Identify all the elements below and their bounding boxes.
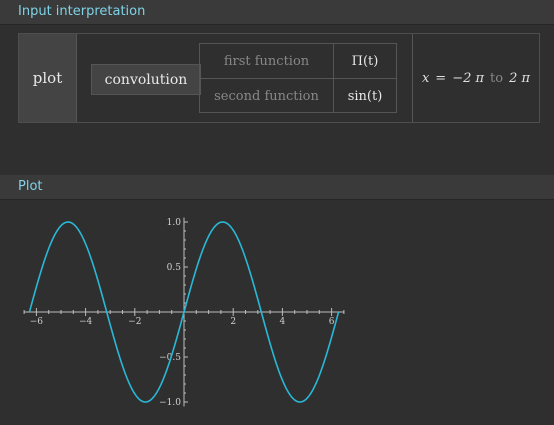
x-tick-label: 2 [230, 317, 236, 327]
x-tick-label: 4 [280, 317, 286, 327]
range-variable: x [421, 70, 430, 86]
first-function-row: first function Π(t) [200, 44, 396, 79]
x-tick-label: −6 [30, 317, 44, 327]
range-cell: x = −2 π to 2 π [413, 34, 539, 122]
function-arguments-table: first function Π(t) second function sin(… [199, 43, 397, 113]
input-interpretation-title: Input interpretation [18, 4, 146, 19]
second-function-row: second function sin(t) [200, 79, 396, 113]
x-tick-label: −2 [128, 317, 141, 327]
range-to: 2 π [509, 70, 531, 86]
plot-title: Plot [18, 179, 43, 194]
range-from: −2 π [452, 70, 485, 86]
range-equals: = [435, 70, 447, 86]
interpretation-table: plot convolution first function Π(t) sec… [18, 33, 540, 123]
second-function-label: second function [200, 79, 334, 113]
range-to-word: to [490, 70, 504, 86]
sine-plot: −6 −4 −2 2 4 61.00.5−0.5−1.0 [23, 217, 345, 408]
y-tick-label: 0.5 [167, 263, 182, 273]
input-interpretation-header: Input interpretation [0, 0, 554, 25]
first-function-label: first function [200, 44, 334, 78]
axis-tick-labels: −6 −4 −2 2 4 61.00.5−0.5−1.0 [30, 218, 335, 408]
y-tick-label: −1.0 [159, 398, 181, 408]
x-tick-label: 6 [329, 317, 335, 327]
second-function-value: sin(t) [347, 88, 383, 104]
x-tick-label: −4 [79, 317, 93, 327]
sine-curve [28, 221, 340, 403]
first-function-value: Π(t) [351, 53, 379, 69]
y-tick-label: 1.0 [167, 218, 182, 228]
convolution-cell: convolution [91, 64, 201, 95]
range-divider [412, 34, 413, 122]
axis-ticks [23, 221, 345, 403]
plot-header: Plot [0, 175, 554, 200]
plot-command-cell: plot [19, 34, 77, 122]
